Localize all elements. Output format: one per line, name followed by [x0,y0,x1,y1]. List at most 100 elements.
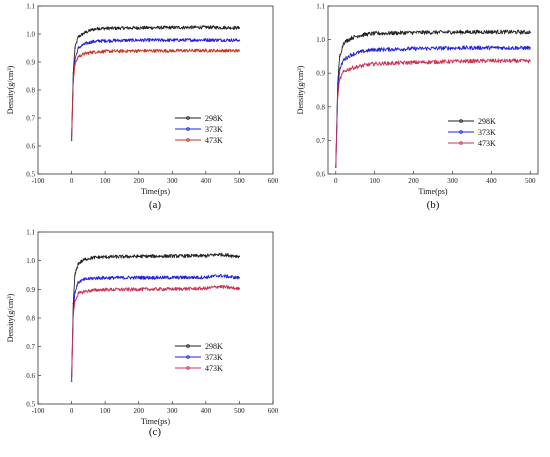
y-tick-label: 0.6 [316,171,325,179]
series-line-298K [335,29,531,168]
x-tick-label: 0 [70,407,74,415]
x-tick-label: 300 [167,177,178,185]
data-point [238,277,241,279]
data-point [104,27,106,30]
data-point [77,262,79,265]
x-tick-label: 400 [486,177,497,185]
data-point [138,39,140,41]
legend-marker [186,344,190,348]
data-point [218,253,220,256]
x-tick-label: 600 [268,177,279,185]
data-point [342,70,345,73]
data-point [74,47,76,49]
legend-marker [459,141,463,145]
data-point [238,50,241,52]
legend-label-373K: 373K [478,128,496,137]
data-point [97,256,100,258]
series-line-473K [71,48,240,141]
y-tick-label: 0.6 [26,372,35,380]
y-tick-label: 1.0 [26,257,35,265]
data-point [77,281,79,283]
y-axis-label: Density(g/cm³) [6,293,15,342]
data-point [77,47,79,49]
data-point [490,60,493,62]
data-point [77,55,79,58]
data-point [412,31,415,34]
x-axis-label: Time(ps) [141,187,170,196]
data-point [373,32,376,35]
x-tick-label: 200 [408,177,419,185]
data-point [335,166,337,168]
data-point [72,80,74,83]
y-tick-label: 0.7 [26,343,35,351]
x-tick-label: -100 [32,177,45,185]
legend-label-373K: 373K [205,353,223,362]
data-point [84,278,86,280]
data-point [205,276,207,278]
data-point [104,288,106,291]
data-point [97,289,100,291]
y-tick-label: 1.0 [26,31,35,39]
data-point [171,255,173,257]
data-point [104,40,106,42]
data-point [70,380,73,382]
y-tick-label: 0.7 [316,137,325,145]
data-point [171,288,173,290]
data-point [338,55,341,58]
legend-marker [459,130,463,134]
legend-marker [186,355,190,359]
x-tick-label: 500 [234,177,245,185]
series-line-473K [71,284,240,382]
data-point [91,51,93,53]
y-tick-label: 0.8 [26,315,35,323]
data-point [358,65,360,68]
data-point [97,27,100,30]
y-tick-label: 0.9 [316,70,325,78]
data-point [84,258,86,260]
data-point [238,39,241,41]
data-point [529,47,531,49]
legend-label-473K: 473K [478,139,496,148]
data-point [171,39,173,41]
data-point [238,255,241,258]
data-point [451,60,454,63]
panel-label: (a) [149,199,162,211]
data-point [205,49,207,52]
panel-label: (b) [427,199,440,211]
data-point [342,42,345,44]
legend-marker [186,116,190,120]
series-line-373K [335,45,531,168]
y-tick-label: 0.8 [26,87,35,95]
data-point [74,274,76,276]
x-tick-label: 0 [334,177,338,185]
y-tick-label: 0.5 [26,171,35,179]
data-point [337,96,339,98]
data-point [205,39,207,41]
x-axis-label: Time(ps) [141,417,170,426]
data-point [350,37,353,39]
legend-label-473K: 473K [205,364,223,373]
y-tick-label: 0.7 [26,115,35,123]
data-point [529,31,531,33]
chart-panel-1: -100 0 100 200 300 400 500 600 0.5 0.6 0.7 0.8 0.9 1.… [6,3,279,212]
y-tick-label: 1.1 [26,229,35,237]
data-point [138,276,140,279]
data-point [91,29,93,31]
legend-label-473K: 473K [205,136,223,145]
data-point [104,50,106,53]
data-point [84,290,86,293]
y-tick-label: 0.9 [26,286,35,294]
data-point [91,41,93,43]
x-tick-label: 300 [447,177,458,185]
series-line-373K [71,273,240,382]
x-tick-label: 200 [133,177,144,185]
legend-label-298K: 298K [478,117,496,126]
data-point [91,277,93,280]
data-point [412,61,415,64]
data-point [97,40,100,42]
chart-panel-3: -100 0 100 200 300 400 500 600 0.5 0.6 0.7 0.8 0.9 1.… [6,229,279,439]
x-tick-label: 400 [201,407,212,415]
data-point [84,31,86,34]
series-line-373K [71,37,240,141]
